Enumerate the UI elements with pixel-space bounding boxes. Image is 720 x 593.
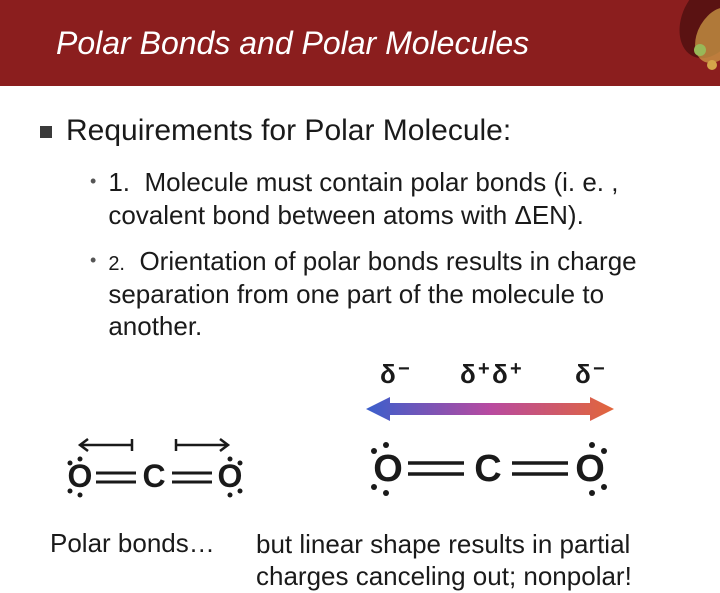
svg-text:+: + xyxy=(478,358,490,380)
caption-left: Polar bonds… xyxy=(50,528,240,559)
svg-text:δ: δ xyxy=(460,359,476,389)
slide-title: Polar Bonds and Polar Molecules xyxy=(56,25,529,62)
main-bullet: Requirements for Polar Molecule: xyxy=(40,114,680,148)
item-body: Orientation of polar bonds results in ch… xyxy=(108,246,636,341)
list-item: • 2. Orientation of polar bonds results … xyxy=(90,245,680,343)
title-bar: Polar Bonds and Polar Molecules xyxy=(0,0,720,86)
item-number: 1. xyxy=(108,167,130,197)
item-number: 2. xyxy=(108,253,125,275)
molecule-right-charges: δ − δ + δ + δ − O xyxy=(320,357,640,512)
svg-text:δ: δ xyxy=(575,359,591,389)
svg-text:−: − xyxy=(398,358,410,380)
list-item: • 1. Molecule must contain polar bonds (… xyxy=(90,166,680,231)
molecule-diagrams: O C O δ − δ + δ + δ − xyxy=(0,357,720,514)
caption-row: Polar bonds… but linear shape results in… xyxy=(0,528,720,593)
molecule-left-dipole: O C O xyxy=(40,429,270,514)
svg-text:−: − xyxy=(593,358,605,380)
corner-decoration xyxy=(660,0,720,86)
main-heading: Requirements for Polar Molecule: xyxy=(66,114,511,148)
svg-text:O: O xyxy=(373,448,403,490)
content-area: Requirements for Polar Molecule: • 1. Mo… xyxy=(0,86,720,343)
item-body: Molecule must contain polar bonds (i. e.… xyxy=(108,167,618,230)
sub-item-text: 1. Molecule must contain polar bonds (i.… xyxy=(108,166,680,231)
caption-right: but linear shape results in partial char… xyxy=(256,528,720,593)
svg-text:O: O xyxy=(575,448,605,490)
svg-text:C: C xyxy=(142,458,165,494)
dot-bullet-icon: • xyxy=(90,172,96,190)
sub-item-text: 2. Orientation of polar bonds results in… xyxy=(108,245,680,343)
svg-text:δ: δ xyxy=(492,359,508,389)
svg-text:C: C xyxy=(474,448,501,490)
svg-text:+: + xyxy=(510,358,522,380)
square-bullet-icon xyxy=(40,126,52,138)
svg-text:δ: δ xyxy=(380,359,396,389)
sub-list: • 1. Molecule must contain polar bonds (… xyxy=(90,166,680,343)
dot-bullet-icon: • xyxy=(90,251,96,269)
